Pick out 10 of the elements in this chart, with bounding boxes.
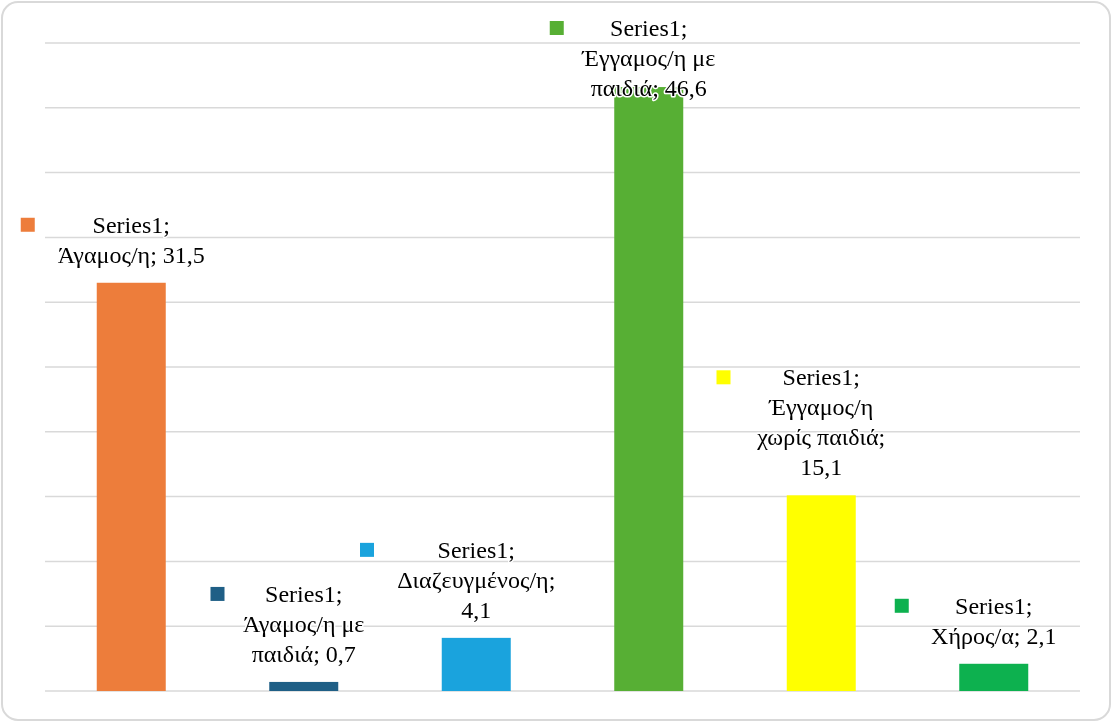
data-label: Series1; Έγγαμος/η χωρίς παιδιά; 15,1 — [756, 364, 886, 481]
bar — [786, 495, 856, 691]
bar — [959, 663, 1029, 691]
bar — [96, 282, 166, 691]
bar — [269, 681, 339, 691]
data-label: Series1; Άγαμος/η; 31,5 — [57, 211, 205, 268]
bar — [441, 637, 511, 691]
data-label: Series1; Χήρος/α; 2,1 — [931, 592, 1057, 649]
data-label: Series1; Διαζευγμένος/η; 4,1 — [397, 536, 556, 623]
data-label: Series1; Άγαμος/η με παιδιά; 0,7 — [243, 580, 365, 667]
